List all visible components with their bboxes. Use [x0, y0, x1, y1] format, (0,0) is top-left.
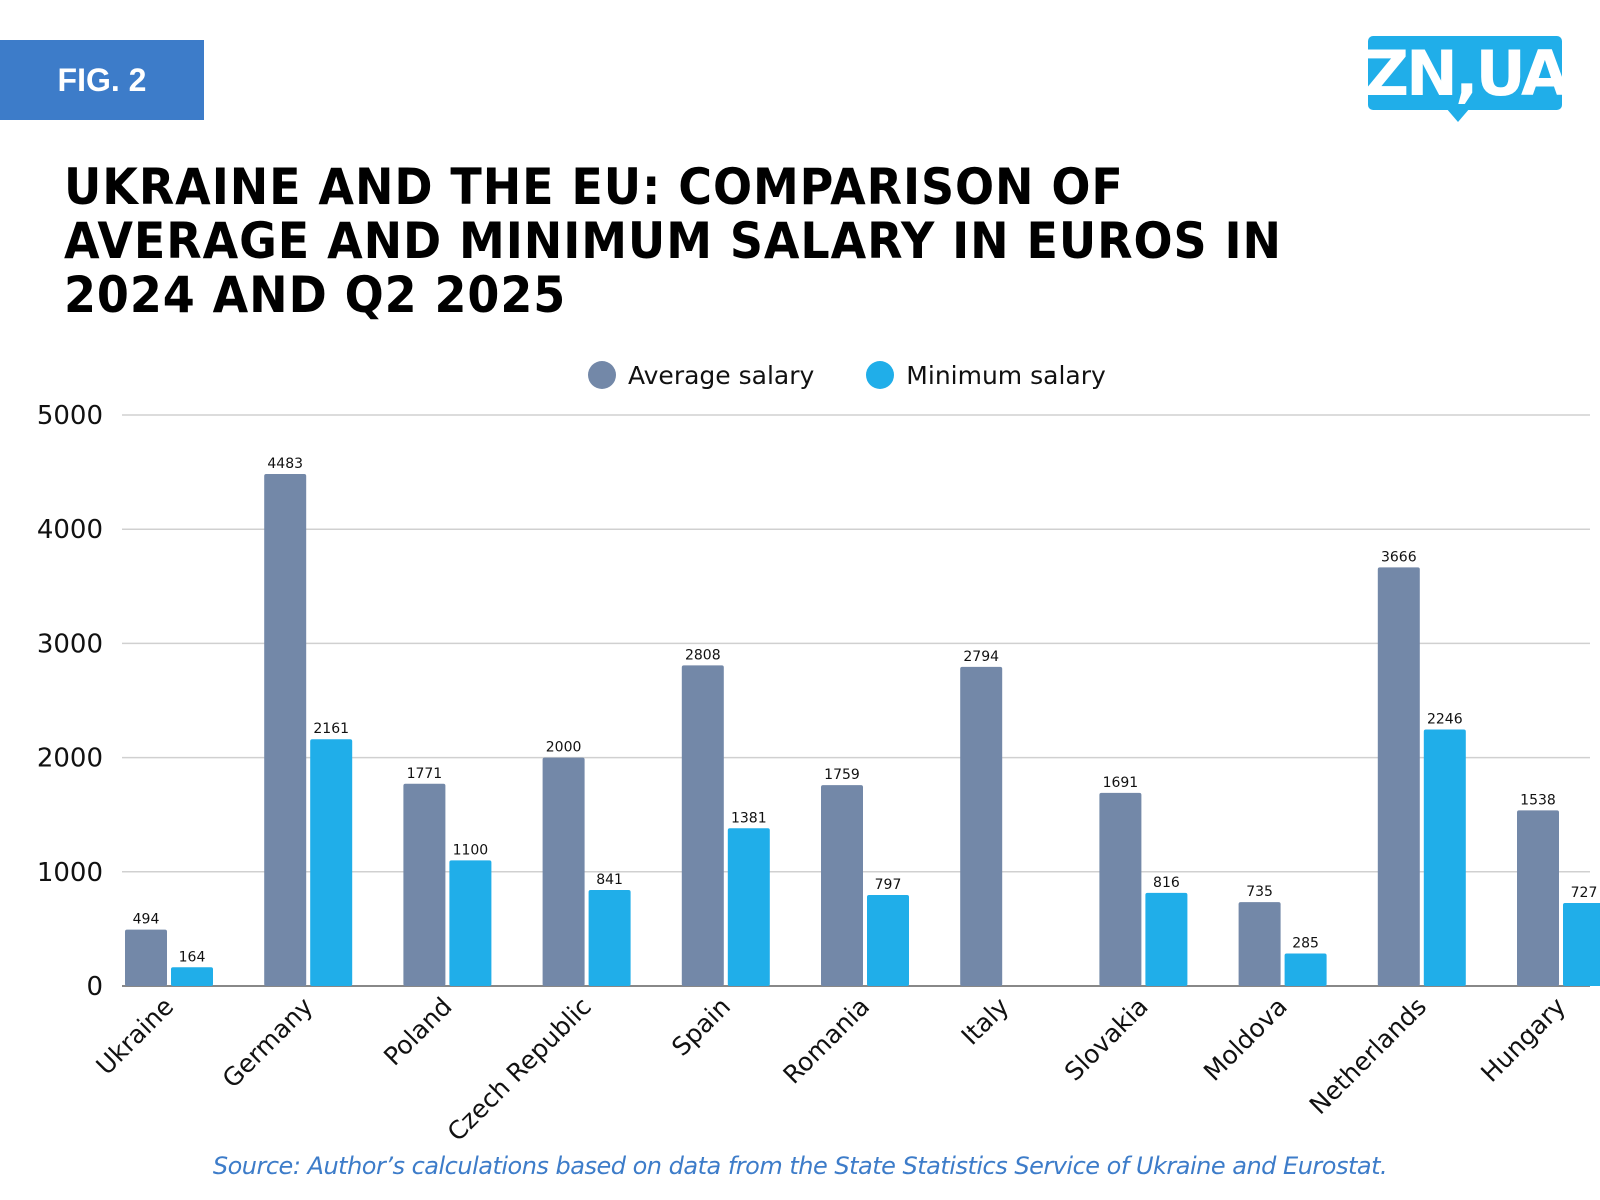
y-tick-label: 0 [86, 972, 103, 1002]
legend-dot-minimum-icon [866, 361, 895, 389]
source-note: Source: Author’s calculations based on d… [212, 1152, 1388, 1180]
legend-dot-average-icon [588, 361, 616, 389]
data-label: 494 [133, 912, 160, 928]
data-label: 285 [1292, 935, 1319, 951]
bar-average [681, 665, 724, 986]
data-label: 1538 [1520, 792, 1556, 808]
data-label: 4483 [267, 456, 303, 472]
x-category-label: Netherlands [1304, 992, 1432, 1120]
bar-minimum [449, 860, 492, 986]
bar-average [125, 929, 167, 986]
data-label: 3666 [1381, 549, 1417, 565]
logo-speech-tail-icon [1446, 108, 1470, 122]
data-label: 735 [1246, 884, 1273, 900]
data-label: 841 [596, 872, 623, 888]
bar-average [1099, 792, 1142, 986]
bar-minimum [588, 889, 631, 986]
bar-chart: 0 1000 2000 3000 4000 5000 494 164 Ukraine 4483 21… [37, 401, 1600, 1140]
data-label: 2246 [1427, 712, 1463, 728]
bar-minimum [1145, 892, 1188, 986]
bar-average [1238, 902, 1281, 986]
data-label: 1759 [824, 767, 860, 783]
bar-minimum [310, 739, 353, 986]
x-category-label: Czech Republic [442, 992, 597, 1140]
data-label: 2000 [546, 740, 582, 756]
bar-minimum [1284, 953, 1327, 986]
x-category-label: Spain [666, 992, 736, 1062]
bar-minimum [1423, 729, 1466, 986]
bar-average [1517, 810, 1559, 986]
bar-average [821, 785, 863, 986]
figure-label-badge: FIG. 2 [0, 40, 204, 120]
x-category-label: Ukraine [90, 992, 179, 1081]
legend-item-average: Average salary [588, 361, 814, 390]
data-label: 1381 [731, 810, 767, 826]
bar-average [403, 783, 446, 986]
bar-minimum [1563, 902, 1600, 986]
data-label: 816 [1153, 875, 1180, 891]
chart-legend: Average salary Minimum salary [588, 355, 1158, 395]
data-label: 1691 [1103, 775, 1139, 791]
bar-average [264, 474, 307, 986]
bar-minimum [727, 828, 770, 986]
x-category-label: Italy [956, 992, 1015, 1051]
legend-label-average: Average salary [628, 360, 815, 390]
data-label: 2794 [963, 649, 999, 665]
bar-average [960, 666, 1003, 986]
bar-average [1377, 567, 1420, 986]
data-label: 2808 [685, 647, 721, 663]
data-label: 2161 [313, 721, 349, 737]
bar-average [542, 757, 585, 986]
bar-minimum [171, 967, 213, 986]
x-category-label: Slovakia [1059, 992, 1154, 1087]
zn-ua-logo: ZN,UA [1364, 36, 1569, 110]
data-label: 164 [179, 949, 206, 965]
y-tick-label: 4000 [37, 515, 103, 545]
x-category-label: Germany [217, 992, 319, 1094]
chart-title: UKRAINE AND THE EU: COMPARISON OF AVERAG… [64, 158, 1282, 324]
data-label: 1771 [407, 766, 443, 782]
bar-minimum [867, 894, 909, 986]
y-tick-label: 5000 [37, 401, 103, 431]
y-tick-label: 1000 [37, 858, 103, 888]
x-category-label: Romania [777, 992, 875, 1090]
legend-label-minimum: Minimum salary [906, 360, 1106, 390]
data-label: 797 [875, 877, 902, 893]
legend-item-minimum: Minimum salary [866, 361, 1106, 390]
data-label: 727 [1571, 885, 1598, 901]
x-category-label: Poland [378, 992, 458, 1072]
y-tick-label: 2000 [37, 744, 103, 774]
x-category-label: Moldova [1198, 992, 1293, 1087]
y-tick-label: 3000 [37, 629, 103, 659]
data-label: 1100 [453, 842, 489, 858]
x-category-label: Hungary [1475, 992, 1571, 1088]
